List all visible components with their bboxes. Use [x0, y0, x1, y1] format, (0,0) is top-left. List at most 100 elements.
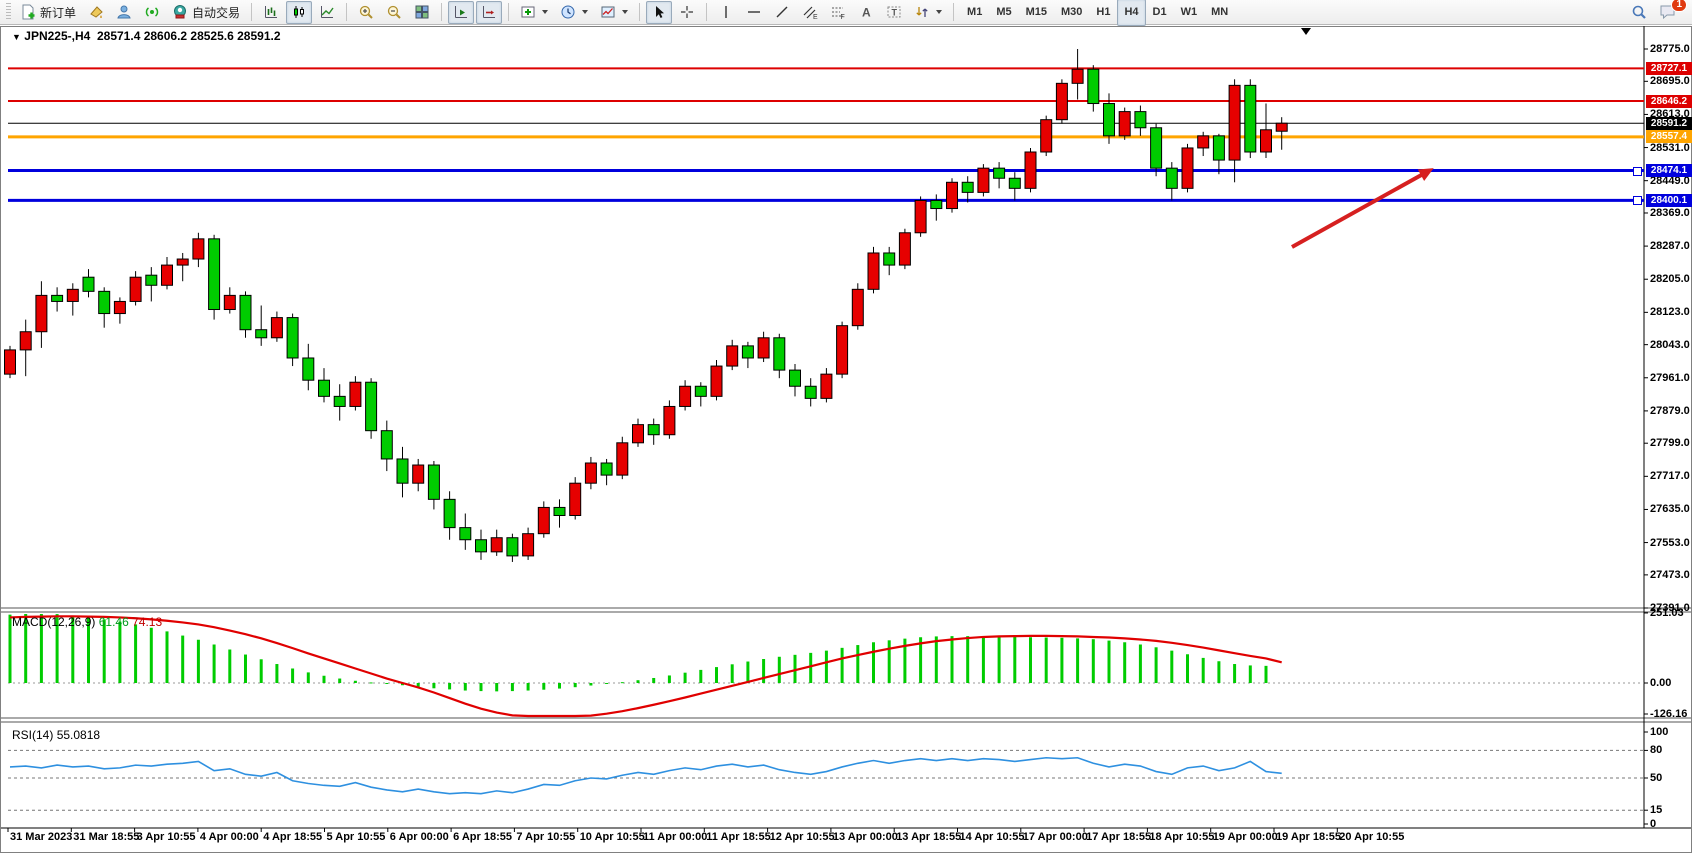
trend-arrow-head[interactable] [1417, 168, 1434, 181]
timeframe-button-m1[interactable]: M1 [967, 6, 983, 18]
text-label-button[interactable]: T [881, 1, 907, 24]
candle-body [977, 167, 990, 193]
trendline-button[interactable] [769, 1, 795, 24]
new-order-button[interactable]: 新订单 [15, 1, 81, 24]
macd-histogram-bar [8, 614, 12, 683]
profile-button[interactable] [111, 1, 137, 24]
cursor-button[interactable] [646, 0, 673, 24]
fibonacci-button[interactable]: F [825, 1, 851, 24]
timeframe-button-h4[interactable]: H4 [1117, 0, 1146, 26]
candle-body [1165, 167, 1178, 189]
macd-value-2: 74.13 [132, 615, 163, 629]
candle-body [820, 373, 833, 399]
cursor-icon [651, 4, 667, 20]
candle-body [1071, 68, 1084, 84]
svg-text:E: E [813, 14, 818, 20]
bar-chart-button[interactable] [258, 1, 284, 24]
macd-histogram-bar [919, 637, 923, 683]
vertical-line-icon [718, 4, 734, 20]
macd-histogram-bar [118, 621, 122, 683]
candle-body [270, 317, 283, 339]
macd-histogram-bar [1138, 644, 1142, 683]
community-button[interactable]: 1 [1654, 0, 1687, 24]
timeframe-button-h1[interactable]: H1 [1096, 6, 1111, 18]
candle-body [412, 464, 425, 484]
trend-arrow[interactable] [1291, 171, 1426, 249]
time-axis-label: 5 Apr 10:55 [326, 831, 386, 843]
timeframe-button-w1[interactable]: W1 [1180, 6, 1198, 18]
macd-histogram-bar [338, 678, 342, 683]
macd-histogram-bar [605, 683, 609, 684]
candle-body [914, 199, 927, 234]
timeframe-button-mn[interactable]: MN [1211, 6, 1229, 18]
candle-body [490, 537, 503, 553]
chart-canvas[interactable] [0, 26, 1692, 853]
chart-shift-marker[interactable] [1301, 28, 1311, 35]
arrows-tool-icon [914, 4, 930, 20]
arrows-tool-button[interactable] [909, 1, 947, 24]
equidistant-channel-button[interactable]: E [797, 1, 823, 24]
macd-histogram-bar [558, 683, 561, 689]
macd-histogram-bar [149, 627, 153, 683]
auto-scroll-button[interactable] [448, 0, 475, 24]
chart-colors-button[interactable] [83, 1, 109, 24]
crosshair-button[interactable] [674, 1, 700, 24]
candle-body [1055, 82, 1068, 121]
macd-histogram-bar [1076, 638, 1080, 683]
macd-histogram-bar [196, 639, 200, 683]
timeframe-button-m15[interactable]: M15 [1025, 6, 1047, 18]
line-chart-icon [319, 4, 335, 20]
macd-histogram-bar [777, 656, 781, 683]
candlestick-icon [291, 4, 307, 20]
line-handle[interactable] [1633, 196, 1642, 206]
timeframe-button-d1[interactable]: D1 [1152, 6, 1167, 18]
macd-histogram-bar [824, 650, 828, 683]
time-axis-label: 4 Apr 00:00 [199, 831, 259, 843]
search-button[interactable] [1626, 1, 1652, 24]
profile-icon [116, 4, 132, 20]
candle-body [867, 252, 880, 290]
toolbar-separator [953, 3, 955, 21]
line-chart-button[interactable] [314, 1, 340, 24]
horizontal-line-button[interactable] [741, 1, 767, 24]
signals-button[interactable] [139, 1, 165, 24]
search-icon [1631, 4, 1647, 20]
macd-axis-tick: 0.00 [1650, 677, 1672, 689]
chart-shift-button[interactable] [476, 0, 503, 24]
chart-window[interactable]: ▼ JPN225-,H4 28571.4 28606.2 28525.6 285… [0, 26, 1692, 853]
macd-label: MACD(12,26,9) 61.46 74.13 [12, 615, 162, 629]
macd-histogram-bar [526, 683, 530, 691]
candlestick-button[interactable] [286, 0, 313, 24]
macd-axis-tick: 251.03 [1650, 606, 1684, 619]
macd-histogram-bar [495, 683, 499, 692]
timeframe-button-m30[interactable]: M30 [1061, 6, 1083, 18]
text-button[interactable]: A [853, 1, 879, 24]
macd-histogram-bar [950, 636, 954, 683]
zoom-in-button[interactable] [353, 1, 379, 24]
tile-windows-button[interactable] [409, 1, 435, 24]
zoom-out-button[interactable] [381, 1, 407, 24]
macd-histogram-bar [181, 635, 185, 683]
symbol-dropdown-icon[interactable]: ▼ [12, 32, 21, 42]
line-handle[interactable] [1633, 166, 1642, 176]
vertical-line-button[interactable] [713, 1, 739, 24]
macd-histogram-bar [1029, 637, 1032, 683]
candle-body [789, 369, 801, 387]
timeframe-button-m5[interactable]: M5 [996, 6, 1012, 18]
candle-body [600, 462, 613, 476]
indicators-button[interactable] [515, 1, 553, 24]
macd-name: MACD(12,26,9) [12, 615, 96, 629]
periods-button[interactable] [555, 1, 593, 24]
macd-histogram-bar [244, 654, 247, 683]
candle-body [4, 349, 16, 375]
rsi-line [9, 756, 1282, 795]
macd-histogram-bar [463, 683, 467, 691]
price-axis-tick: 27717.0 [1650, 470, 1690, 483]
candle-body [1087, 68, 1100, 105]
toolbar-grip[interactable] [6, 3, 11, 21]
time-axis-label: 17 Apr 18:55 [1086, 831, 1152, 843]
templates-button[interactable] [595, 1, 633, 24]
autotrade-button[interactable]: 自动交易 [167, 1, 245, 24]
macd-histogram-bar [636, 680, 640, 683]
